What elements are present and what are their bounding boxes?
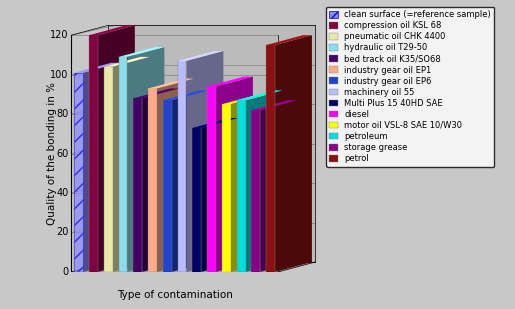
Polygon shape (83, 63, 120, 272)
Text: Type of contamination: Type of contamination (117, 290, 233, 300)
Polygon shape (133, 98, 142, 272)
Text: 60: 60 (56, 149, 68, 159)
Polygon shape (260, 100, 297, 272)
Polygon shape (108, 25, 315, 262)
Polygon shape (148, 78, 194, 88)
Polygon shape (74, 63, 120, 73)
Polygon shape (127, 47, 164, 272)
Polygon shape (237, 100, 246, 272)
Text: 20: 20 (56, 227, 68, 237)
Polygon shape (89, 35, 98, 272)
Polygon shape (72, 262, 315, 272)
Polygon shape (266, 35, 312, 45)
Polygon shape (222, 94, 268, 104)
Polygon shape (163, 91, 209, 100)
Polygon shape (118, 57, 127, 272)
Polygon shape (266, 45, 275, 272)
Polygon shape (251, 110, 260, 272)
Polygon shape (142, 88, 179, 272)
Polygon shape (118, 47, 164, 57)
Text: 40: 40 (56, 188, 68, 198)
Text: 100: 100 (50, 70, 68, 80)
Text: 80: 80 (56, 109, 68, 119)
Polygon shape (74, 73, 83, 272)
Polygon shape (104, 67, 113, 272)
Text: 0: 0 (62, 267, 68, 277)
Polygon shape (178, 51, 224, 61)
Polygon shape (207, 87, 216, 272)
Polygon shape (237, 91, 282, 100)
Polygon shape (216, 77, 253, 272)
Polygon shape (222, 104, 231, 272)
Text: Quality of the bonding in %: Quality of the bonding in % (47, 82, 57, 225)
Polygon shape (178, 61, 186, 272)
Polygon shape (89, 25, 135, 35)
Polygon shape (104, 57, 149, 67)
Polygon shape (72, 25, 108, 272)
Polygon shape (113, 57, 149, 272)
Polygon shape (98, 25, 135, 272)
Polygon shape (171, 91, 209, 272)
Text: 120: 120 (50, 30, 68, 40)
Polygon shape (163, 100, 171, 272)
Polygon shape (201, 118, 238, 272)
Polygon shape (148, 88, 157, 272)
Polygon shape (246, 91, 282, 272)
Polygon shape (207, 77, 253, 87)
Polygon shape (186, 51, 224, 272)
Polygon shape (193, 118, 238, 128)
Polygon shape (133, 88, 179, 98)
Polygon shape (231, 94, 268, 272)
Polygon shape (157, 78, 194, 272)
Legend: clean surface (=reference sample), compression oil KSL 68, pneumatic oil CHK 440: clean surface (=reference sample), compr… (326, 7, 494, 167)
Polygon shape (251, 100, 297, 110)
Polygon shape (275, 35, 312, 272)
Polygon shape (193, 128, 201, 272)
